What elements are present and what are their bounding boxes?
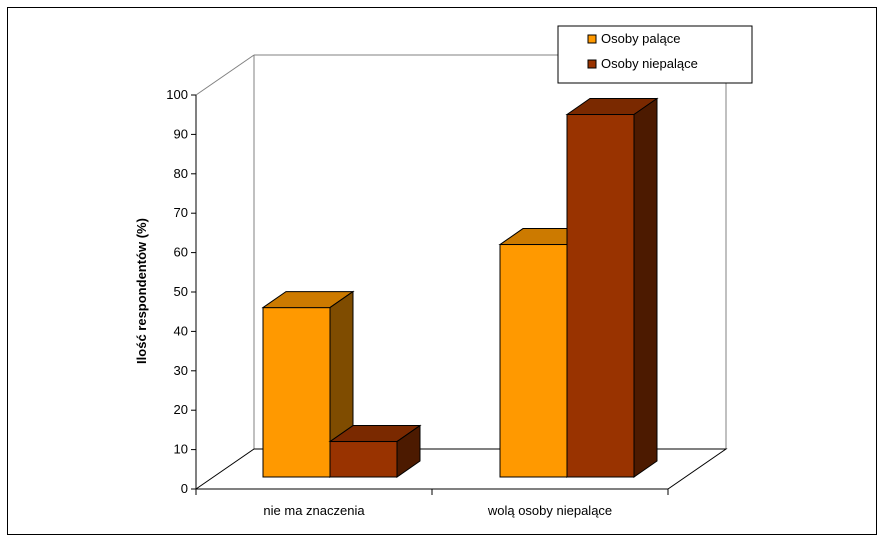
y-tick-label: 30 [174, 363, 188, 378]
bar-side-face [396, 424, 421, 478]
y-tick-label: 90 [174, 126, 188, 141]
bar-front-face [329, 441, 398, 478]
bar-front-face [499, 244, 568, 478]
legend-swatch [587, 34, 597, 44]
side-wall-top-edge [195, 54, 255, 96]
y-axis-title: Ilość respondentów (%) [134, 218, 149, 364]
bar [565, 97, 659, 478]
x-axis: nie ma znaczenia wolą osoby niepalące [195, 489, 669, 518]
legend-label: Osoby niepalące [601, 56, 698, 71]
bar [261, 290, 355, 478]
y-tick-label: 60 [174, 245, 188, 260]
bars [261, 97, 659, 478]
y-tick-label: 50 [174, 284, 188, 299]
bar-side-face [633, 97, 658, 478]
legend-swatch [587, 59, 597, 69]
bar [328, 424, 422, 478]
legend: Osoby palące Osoby niepalące [557, 25, 753, 84]
bar-front-face [566, 114, 635, 478]
y-tick-label: 10 [174, 442, 188, 457]
y-tick-label: 80 [174, 166, 188, 181]
chart-floor [194, 448, 728, 490]
bar-front-face [262, 307, 331, 478]
y-tick-label: 70 [174, 205, 188, 220]
x-tick-label: nie ma znaczenia [263, 503, 365, 518]
x-tick-label: wolą osoby niepalące [487, 503, 612, 518]
y-axis: 0 10 20 30 40 50 60 70 80 90 100 [166, 87, 197, 496]
y-tick-label: 20 [174, 402, 188, 417]
y-tick-label: 40 [174, 323, 188, 338]
y-tick-label: 100 [166, 87, 188, 102]
legend-label: Osoby palące [601, 31, 681, 46]
chart-frame [7, 7, 877, 535]
y-tick-label: 0 [181, 481, 188, 496]
